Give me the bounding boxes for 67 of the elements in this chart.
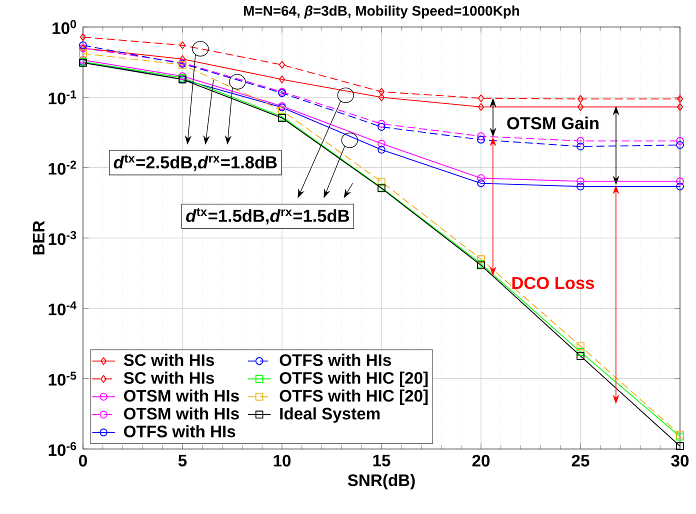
- y-tick-label: 10$^{-1}$: [48, 90, 76, 104]
- y-axis-title: BER: [32, 220, 44, 254]
- chart-title: M=N=64, β=3dB, Mobility Speed=1000Kph: [244, 6, 520, 19]
- point: [676, 442, 684, 450]
- point: [278, 75, 286, 84]
- annotation: d$^{tx}$=2.5dB,d$^{rx}$=1.8dB: [114, 154, 277, 171]
- y-tick-label: 10$^{0}$: [52, 20, 76, 34]
- annotation: OTSM Gain: [507, 116, 598, 130]
- point: [577, 103, 584, 111]
- x-tick-label: 5: [178, 454, 187, 466]
- point: [378, 120, 386, 128]
- legend-label: OTFS with HIC [20]: [280, 372, 428, 388]
- legend-label: SC with HIs: [124, 372, 214, 384]
- legend-label: OTFS with HIs: [280, 354, 391, 366]
- annotation: d$^{tx}$=1.5dB,d$^{rx}$=1.5dB: [186, 208, 349, 224]
- point: [477, 174, 485, 182]
- point: [477, 179, 485, 188]
- y-tick-label: 10$^{-5}$: [48, 372, 76, 386]
- x-tick-label: 25: [572, 454, 590, 467]
- point: [179, 55, 186, 63]
- point: [477, 132, 485, 140]
- point: [477, 255, 485, 264]
- x-tick-label: 15: [373, 454, 390, 466]
- x-tick-label: 10: [274, 454, 291, 467]
- point: [378, 140, 386, 148]
- point: [576, 182, 584, 190]
- x-tick-label: 20: [472, 454, 490, 467]
- point: [378, 88, 385, 96]
- point: [278, 106, 286, 114]
- legend-label: Ideal System: [280, 407, 380, 423]
- point: [179, 41, 186, 50]
- annotation: DCO Loss: [512, 276, 594, 290]
- y-tick-label: 10$^{-6}$: [48, 442, 76, 456]
- x-axis-title: SNR(dB): [348, 474, 415, 490]
- point: [80, 33, 86, 41]
- point: [577, 94, 584, 103]
- point: [378, 146, 386, 154]
- point: [378, 122, 386, 131]
- y-tick-label: 10$^{-2}$: [48, 160, 76, 175]
- point: [676, 137, 684, 145]
- y-tick-label: 10$^{-4}$: [48, 301, 76, 316]
- point: [576, 137, 584, 145]
- y-tick-label: 10$^{-3}$: [48, 230, 76, 246]
- legend-label: OTSM with HIs: [124, 407, 239, 420]
- point: [576, 142, 584, 150]
- point: [478, 94, 484, 102]
- point: [576, 352, 584, 360]
- legend-label: SC with HIs: [124, 354, 214, 366]
- point: [676, 141, 684, 149]
- point: [477, 136, 485, 144]
- point: [576, 177, 584, 186]
- point: [676, 94, 684, 103]
- x-tick-label: 0: [79, 454, 87, 467]
- point: [576, 348, 584, 356]
- legend-label: OTFS with HIC [20]: [280, 389, 428, 405]
- point: [378, 93, 385, 102]
- legend-label: OTSM with HIs: [124, 389, 239, 402]
- point: [676, 182, 684, 190]
- point: [676, 177, 684, 186]
- point: [79, 41, 87, 50]
- point: [79, 50, 87, 58]
- point: [478, 103, 484, 111]
- legend-label: OTFS with HIs: [124, 425, 236, 438]
- point: [676, 103, 684, 111]
- point: [576, 342, 584, 350]
- point: [278, 60, 286, 69]
- x-tick-label: 30: [671, 454, 689, 467]
